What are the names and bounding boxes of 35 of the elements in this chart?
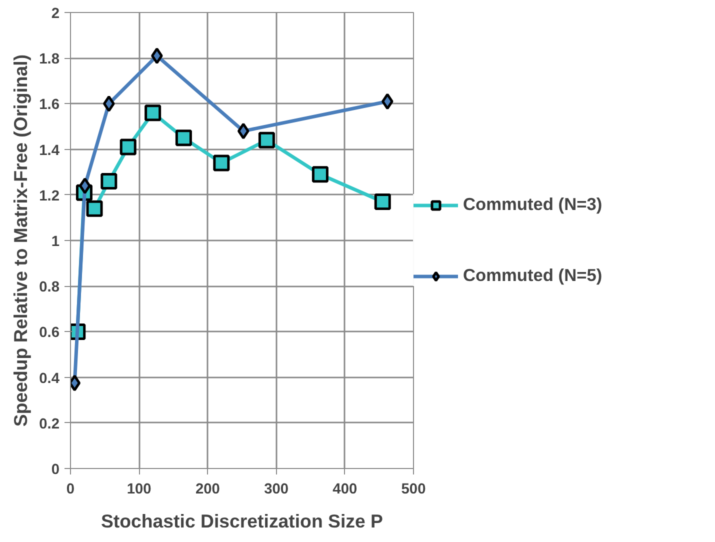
- x-tick-label: 300: [264, 482, 289, 498]
- point: [213, 154, 230, 172]
- point: [374, 193, 391, 210]
- y-axis-title: Speedup Relative to Matrix-Free (Original): [10, 54, 32, 427]
- y-tick-label: 1.2: [39, 188, 60, 204]
- x-tick-label: 400: [332, 482, 358, 498]
- point: [100, 172, 118, 190]
- x-tick-label: 100: [126, 482, 152, 498]
- legend-label: Commuted (N=3): [463, 194, 602, 215]
- point: [237, 122, 250, 140]
- point: [175, 130, 192, 146]
- point: [312, 166, 328, 183]
- point: [382, 93, 394, 110]
- y-tick-label: 1.6: [39, 97, 60, 114]
- y-tick-label: 0.6: [39, 325, 60, 342]
- x-tick-label: 500: [401, 482, 426, 498]
- y-tick-label: 1.4: [39, 142, 60, 159]
- y-tick-label: 0.8: [39, 280, 60, 296]
- y-tick-label: 0.4: [39, 370, 60, 387]
- point: [151, 48, 163, 64]
- x-axis-title: Stochastic Discretization Size P: [101, 510, 384, 532]
- point: [258, 132, 275, 148]
- point: [103, 95, 115, 112]
- point: [86, 200, 103, 217]
- point: [144, 104, 162, 122]
- y-tick-label: 1: [51, 234, 60, 250]
- y-tick-label: 2: [51, 6, 60, 22]
- y-tick-label: 0.2: [39, 416, 60, 432]
- x-tick-label: 200: [195, 482, 220, 498]
- point: [120, 138, 136, 156]
- x-tick-label: 0: [66, 482, 75, 498]
- y-tick-label: 0: [51, 462, 60, 478]
- y-tick-label: 1.8: [39, 52, 60, 68]
- point: [78, 178, 91, 194]
- legend-label: Commuted (N=5): [463, 265, 602, 286]
